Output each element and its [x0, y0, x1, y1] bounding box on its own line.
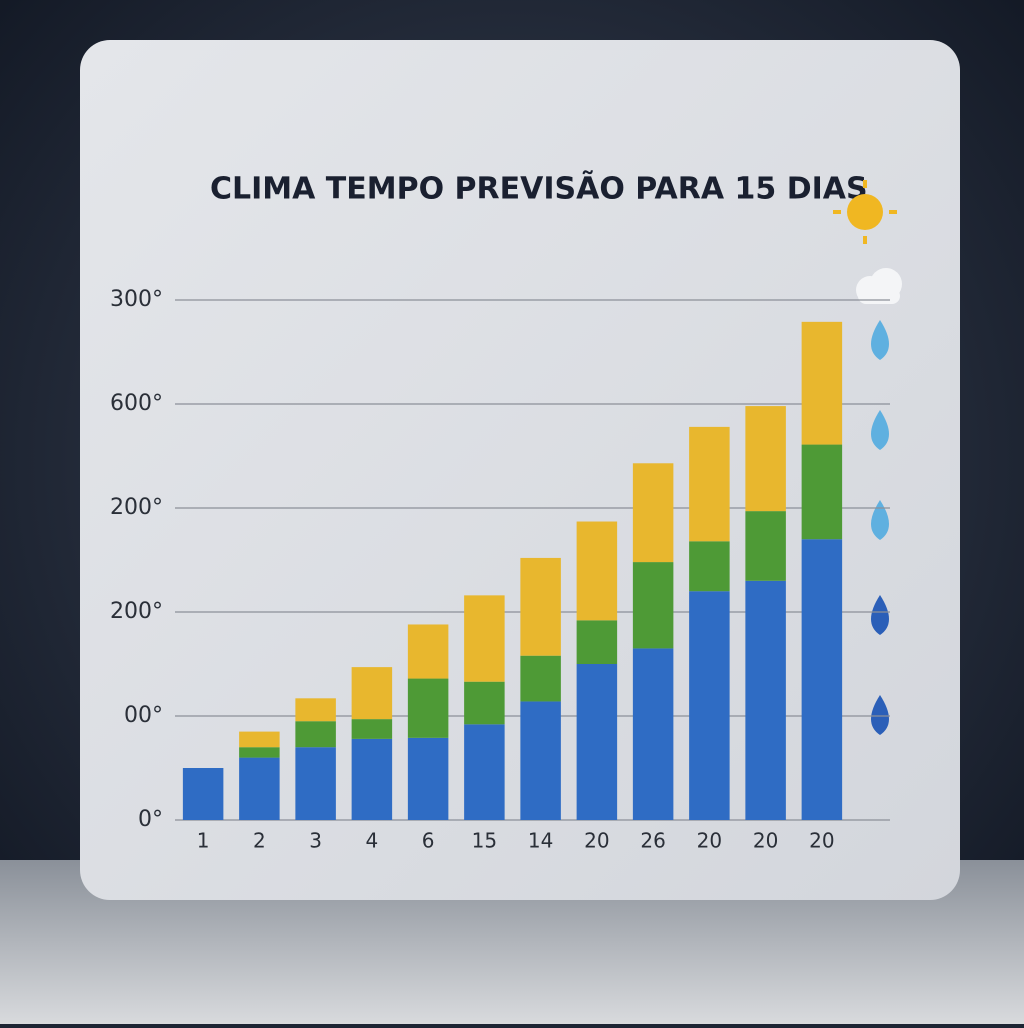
bar-segment — [689, 591, 730, 820]
bar-segment — [520, 557, 561, 656]
bar-segment — [239, 747, 280, 758]
bar-segment — [801, 444, 843, 540]
bar-segment — [351, 719, 393, 739]
bar-segment — [295, 698, 336, 722]
bar-segment — [464, 724, 505, 820]
bar-segment — [689, 541, 730, 592]
chart-title: CLIMA TEMPO PREVISÃO PARA 15 DIAS — [210, 170, 868, 207]
bar-segment — [745, 511, 786, 581]
y-tick-label: 600° — [110, 391, 163, 416]
bar-segment — [239, 757, 280, 820]
x-tick-label: 14 — [528, 829, 553, 853]
x-tick-label: 20 — [809, 829, 834, 853]
bar-segment — [689, 426, 730, 542]
x-tick-label: 3 — [309, 829, 322, 853]
bar-segment — [632, 463, 674, 563]
bar-segment — [745, 406, 786, 512]
bar-segment — [801, 539, 843, 820]
bar-segment — [745, 580, 786, 820]
y-tick-label: 200° — [110, 495, 163, 520]
bar-segment — [351, 667, 393, 720]
bar-segment — [464, 595, 505, 682]
x-tick-label: 20 — [584, 829, 609, 853]
x-tick-label: 2 — [253, 829, 266, 853]
sun-icon — [833, 180, 897, 244]
bar-segment — [407, 678, 449, 738]
y-tick-label: 300° — [110, 287, 163, 312]
bar-segment — [295, 721, 336, 748]
x-tick-label: 20 — [753, 829, 778, 853]
x-tick-label: 26 — [640, 829, 665, 853]
bar-segment — [520, 701, 561, 820]
x-tick-label: 6 — [422, 829, 435, 853]
bar-segment — [239, 731, 280, 748]
x-tick-label: 20 — [697, 829, 722, 853]
card — [80, 40, 960, 900]
bar-segment — [632, 562, 674, 649]
raindrop-icons — [871, 320, 889, 735]
bar-segment — [407, 737, 449, 820]
bar-segment — [576, 620, 618, 664]
y-tick-label: 0° — [138, 807, 163, 832]
y-tick-label: 00° — [124, 703, 163, 728]
y-tick-label: 200° — [110, 599, 163, 624]
bar-segment — [632, 648, 674, 820]
bar-segment — [464, 681, 505, 725]
bar-segment — [295, 747, 336, 820]
bar-segment — [801, 321, 843, 445]
bar-segment — [351, 738, 393, 820]
x-tick-label: 1 — [197, 829, 210, 853]
x-tick-label: 15 — [472, 829, 497, 853]
bar-segment — [576, 521, 618, 621]
bar-segment — [182, 768, 224, 820]
bar-segment — [407, 624, 449, 679]
bar-segment — [576, 664, 618, 820]
x-tick-label: 4 — [366, 829, 379, 853]
bar-segment — [520, 655, 561, 702]
